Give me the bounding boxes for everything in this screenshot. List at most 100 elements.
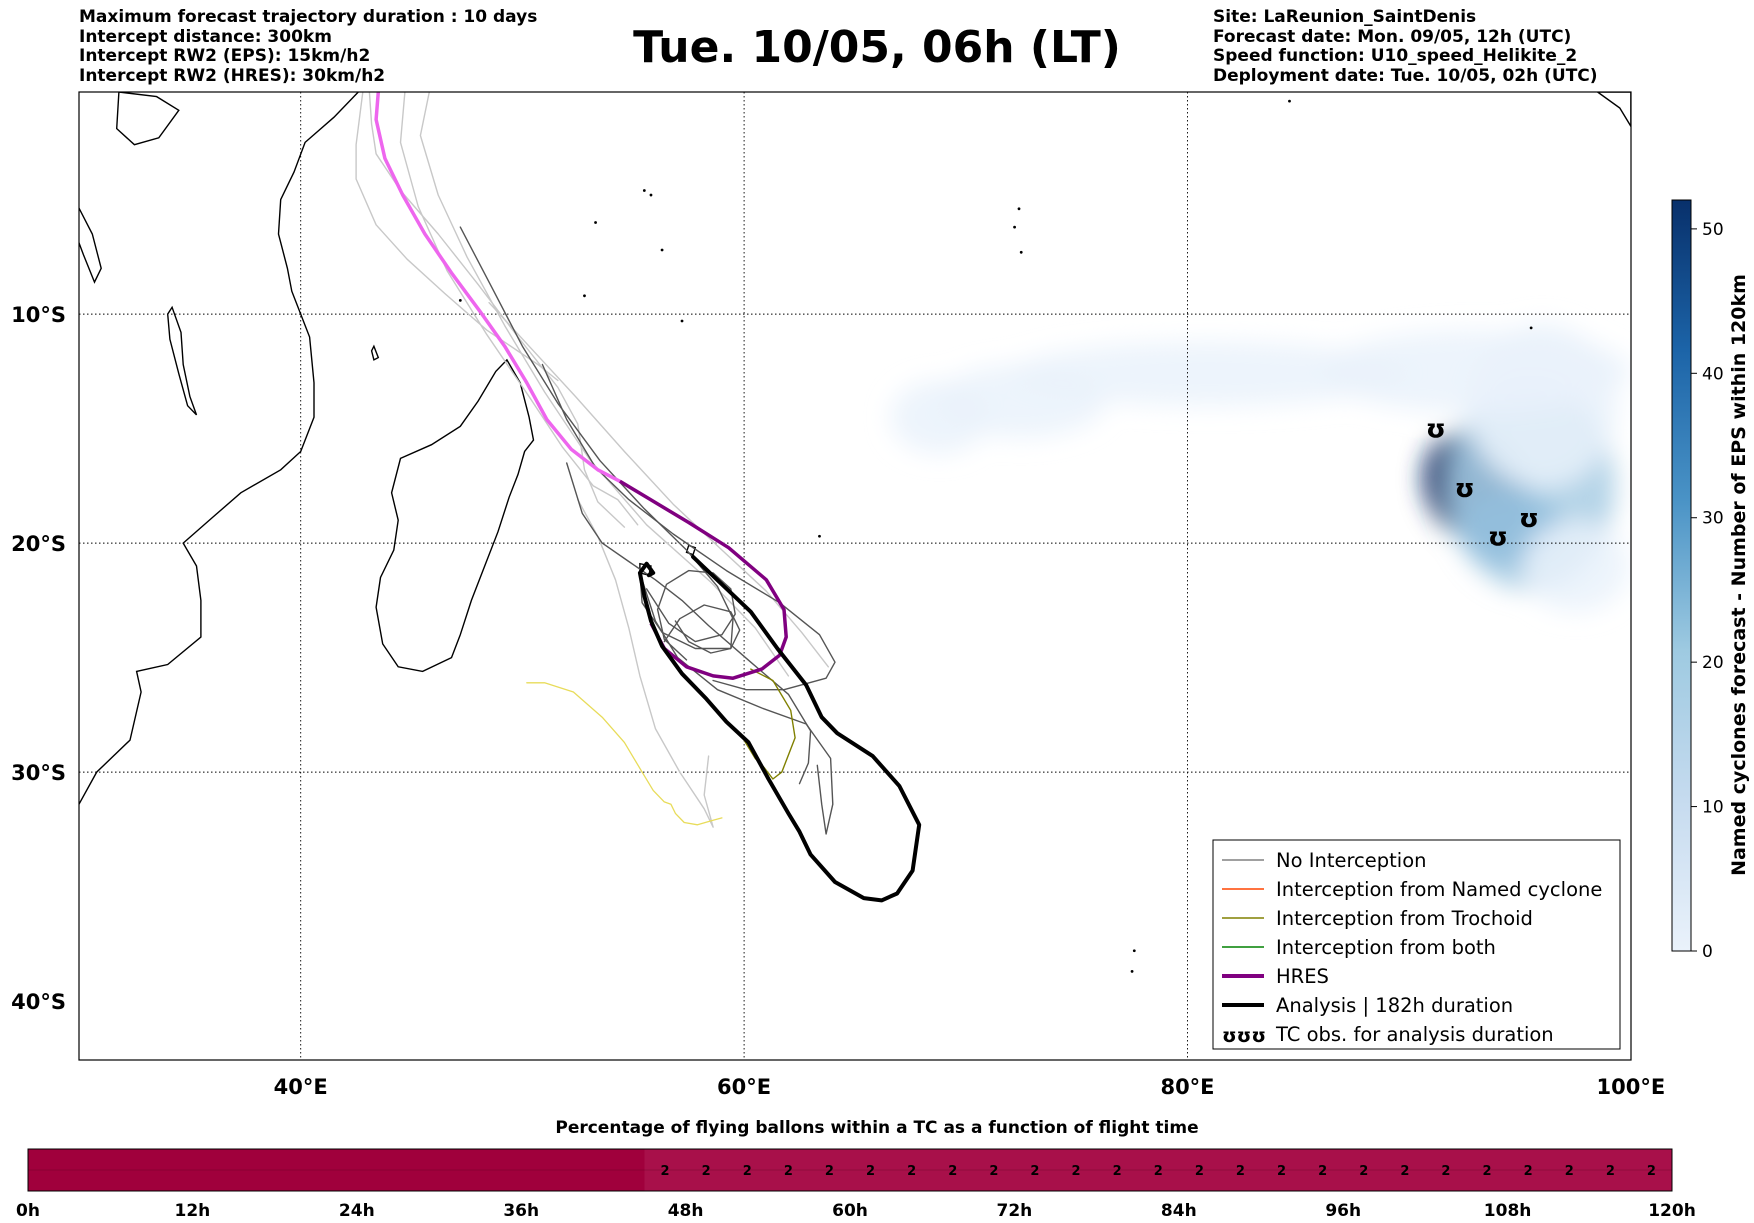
legend-label: Interception from Trochoid bbox=[1276, 907, 1533, 930]
map-gridlines bbox=[79, 92, 1631, 1060]
flight-time-tick-label: 48h bbox=[668, 1201, 704, 1221]
flight-time-cell-label: 2 bbox=[1030, 1164, 1039, 1179]
coastline bbox=[79, 206, 102, 284]
hres-track-early bbox=[374, 92, 621, 483]
trajectories bbox=[355, 92, 922, 903]
flight-time-cell-label: 2 bbox=[907, 1164, 916, 1179]
flight-time-bar: 2 2 2 2 2 2 2 2 2 2 2 2 2 2 2 2 2 2 2 2 2 2 2 2 2 0h 12h 24h 36h 48h… bbox=[16, 1148, 1696, 1221]
island-dot bbox=[649, 193, 653, 197]
x-tick-label: 100°E bbox=[1597, 1075, 1666, 1099]
island-dot bbox=[1130, 969, 1134, 973]
flight-time-tick-label: 60h bbox=[832, 1201, 868, 1221]
flight-time-cell-label: 2 bbox=[1647, 1164, 1656, 1179]
yellow-track bbox=[526, 682, 723, 826]
eps-light-track bbox=[577, 498, 714, 828]
legend-label: No Interception bbox=[1276, 849, 1427, 872]
legend-label: Interception from Named cyclone bbox=[1276, 878, 1602, 901]
flight-time-tick-label: 24h bbox=[339, 1201, 375, 1221]
y-tick-label: 30°S bbox=[11, 761, 66, 785]
eps-dark-track bbox=[459, 226, 734, 654]
y-tick-label: 40°S bbox=[11, 990, 66, 1014]
island-dot bbox=[642, 189, 646, 192]
colorbar: 0 10 20 30 40 50 Named cyclones forecast - Nu… bbox=[1671, 199, 1750, 962]
colorbar-tick-label: 40 bbox=[1702, 364, 1724, 384]
flight-time-cell-label: 2 bbox=[1113, 1164, 1122, 1179]
flight-time-bar-title: Percentage of flying ballons within a TC… bbox=[555, 1118, 1199, 1138]
x-tick-label: 40°E bbox=[274, 1075, 328, 1099]
legend: No Interception Interception from Named c… bbox=[1212, 839, 1621, 1050]
analysis-track bbox=[637, 554, 922, 903]
island-dot bbox=[1013, 225, 1016, 229]
flight-time-cell-label: 2 bbox=[1359, 1164, 1368, 1179]
legend-tc-symbols: ʊʊʊ bbox=[1222, 1025, 1266, 1047]
eps-light-track bbox=[399, 92, 639, 526]
flight-time-cell-label: 2 bbox=[1318, 1164, 1327, 1179]
colorbar-tick-label: 30 bbox=[1702, 509, 1724, 529]
colorbar-label: Named cyclones forecast - Number of EPS … bbox=[1728, 274, 1750, 876]
flight-time-cell-label: 2 bbox=[866, 1164, 875, 1179]
tc-observation-icon: ʊ bbox=[1426, 415, 1446, 445]
x-tick-label: 60°E bbox=[717, 1075, 771, 1099]
colorbar-tick-label: 0 bbox=[1702, 942, 1713, 962]
flight-time-tick-label: 120h bbox=[1648, 1201, 1696, 1221]
flight-time-cell-label: 2 bbox=[825, 1164, 834, 1179]
flight-time-cell-label: 2 bbox=[1441, 1164, 1450, 1179]
colorbar-tick-label: 20 bbox=[1702, 653, 1724, 673]
flight-time-cell-label: 2 bbox=[1483, 1164, 1492, 1179]
header-info-right: Site: LaReunion_SaintDenis Forecast date… bbox=[1213, 7, 1598, 86]
eps-light-track bbox=[355, 92, 559, 382]
hres-track bbox=[619, 479, 788, 680]
y-tick-label: 10°S bbox=[11, 303, 66, 327]
island-dot bbox=[594, 221, 597, 224]
flight-time-cell-label: 2 bbox=[1606, 1164, 1615, 1179]
flight-time-tick-label: 36h bbox=[503, 1201, 539, 1221]
eps-light-track bbox=[488, 302, 829, 668]
header-info-left: Maximum forecast trajectory duration : 1… bbox=[79, 7, 538, 86]
tc-observation-icon: ʊ bbox=[1519, 504, 1539, 534]
legend-box bbox=[1212, 839, 1621, 1050]
eps-light-track bbox=[419, 92, 790, 677]
x-tick-label: 80°E bbox=[1160, 1075, 1214, 1099]
eps-dark-track bbox=[645, 569, 736, 661]
eps-light-track bbox=[368, 92, 626, 528]
axis-tick-labels: 40°E 60°E 80°E 100°E 10°S 20°S 30°S 40°S bbox=[11, 303, 1665, 1099]
colorbar-tick-label: 10 bbox=[1702, 798, 1724, 818]
colorbar-gradient bbox=[1671, 199, 1692, 952]
tc-observation-icon: ʊ bbox=[1455, 474, 1475, 504]
header-left-line: Intercept RW2 (EPS): 15km/h2 bbox=[79, 46, 371, 66]
legend-label: Analysis | 182h duration bbox=[1276, 994, 1513, 1017]
flight-time-cell-label: 2 bbox=[743, 1164, 752, 1179]
flight-time-tick-label: 12h bbox=[175, 1201, 211, 1221]
flight-time-tick-label: 108h bbox=[1484, 1201, 1532, 1221]
coastline bbox=[79, 92, 359, 805]
header-left-line: Maximum forecast trajectory duration : 1… bbox=[79, 7, 538, 27]
island-dot bbox=[660, 248, 664, 252]
coastline bbox=[115, 92, 180, 146]
island-dot bbox=[1017, 207, 1021, 211]
flight-time-cell-label: 2 bbox=[784, 1164, 793, 1179]
island-dot bbox=[680, 319, 684, 323]
flight-time-tick-label: 72h bbox=[997, 1201, 1033, 1221]
legend-label: TC obs. for analysis duration bbox=[1275, 1023, 1554, 1046]
flight-time-cell-label: 2 bbox=[1236, 1164, 1245, 1179]
header-left-line: Intercept RW2 (HRES): 30km/h2 bbox=[79, 65, 386, 86]
flight-time-bar-frame bbox=[27, 1148, 1673, 1192]
header-right-line: Site: LaReunion_SaintDenis bbox=[1213, 7, 1477, 27]
flight-time-cell-label: 2 bbox=[702, 1164, 711, 1179]
flight-time-tick-label: 96h bbox=[1325, 1201, 1361, 1221]
flight-time-cell-label: 2 bbox=[1154, 1164, 1163, 1179]
flight-time-cell-label: 2 bbox=[1565, 1164, 1574, 1179]
flight-time-cell-label: 2 bbox=[1400, 1164, 1409, 1179]
island-dot bbox=[818, 534, 821, 538]
cyclone-density-layer bbox=[890, 323, 1631, 612]
flight-time-tick-label: 84h bbox=[1161, 1201, 1197, 1221]
flight-time-cell-label: 2 bbox=[1195, 1164, 1204, 1179]
coastline bbox=[370, 344, 380, 361]
flight-time-cell-label: 2 bbox=[948, 1164, 957, 1179]
flight-time-cell-label: 2 bbox=[989, 1164, 998, 1179]
tc-observation-icon: ʊ bbox=[1488, 522, 1508, 552]
density-contour bbox=[890, 380, 988, 454]
header-right-line: Forecast date: Mon. 09/05, 12h (UTC) bbox=[1213, 26, 1572, 47]
legend-label: Interception from both bbox=[1276, 936, 1496, 959]
